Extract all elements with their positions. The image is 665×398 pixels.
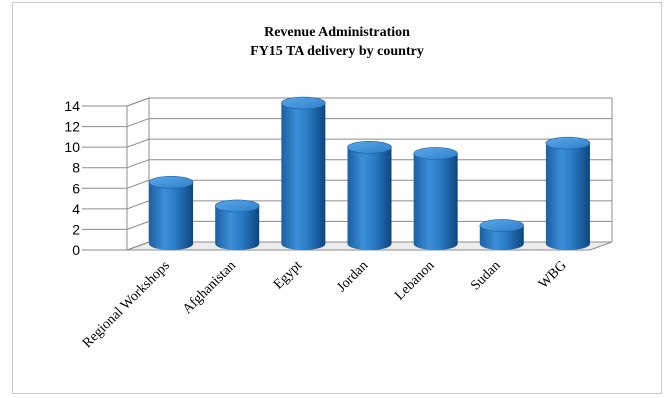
chart-side-wall [126, 97, 150, 251]
bar-body [545, 143, 590, 250]
bar-top [545, 136, 591, 150]
gridline [126, 241, 612, 251]
bar [413, 147, 458, 250]
bar [479, 219, 525, 250]
y-tick-label: 0 [72, 242, 80, 258]
bar-top [347, 141, 392, 154]
y-tick-label: 2 [72, 221, 80, 237]
bar-body [347, 147, 392, 250]
bar-top [413, 147, 458, 160]
bar-top [148, 175, 194, 189]
x-tick-label: Lebanon [392, 258, 437, 303]
bar-top [281, 96, 326, 110]
chart-title: Revenue Administration [264, 25, 410, 40]
gridline [126, 179, 612, 189]
bar [545, 136, 591, 250]
bar-body [479, 225, 524, 250]
bar-top [214, 199, 260, 213]
bar [148, 175, 194, 250]
gridline [126, 220, 612, 230]
y-tick-label: 10 [64, 139, 80, 155]
y-tick-label: 4 [72, 201, 80, 217]
y-tick-label: 14 [64, 98, 80, 114]
x-tick-label: Jordan [334, 258, 371, 295]
gridline [126, 138, 612, 148]
gridline [126, 159, 612, 169]
bar [214, 199, 260, 250]
y-tick-label: 12 [64, 119, 80, 135]
bar-body [149, 182, 194, 250]
chart-title-block: Revenue Administration FY15 TA delivery … [13, 23, 661, 61]
y-tick-label: 6 [72, 180, 80, 196]
gridline [126, 97, 612, 107]
gridline [126, 118, 612, 128]
chart-subtitle: FY15 TA delivery by country [250, 44, 424, 59]
bar-top [479, 219, 525, 232]
x-tick-label: Afghanistan [180, 258, 239, 317]
x-tick-label: Sudan [468, 258, 503, 293]
bar [281, 96, 326, 250]
y-axis: 0 2 4 6 8 10 12 14 [64, 98, 127, 258]
bars [148, 96, 591, 250]
gridline [126, 200, 612, 210]
x-tick-label: Egypt [271, 258, 305, 292]
y-tick-label: 8 [72, 160, 80, 176]
bar-body [215, 205, 260, 250]
bar [347, 141, 392, 250]
x-axis: Regional Workshops Afghanistan Egypt Jordan… [80, 258, 570, 351]
x-tick-label: WBG [536, 258, 570, 292]
bar-body [281, 103, 326, 250]
bar-body [413, 153, 458, 250]
x-tick-label: Regional Workshops [80, 258, 173, 351]
